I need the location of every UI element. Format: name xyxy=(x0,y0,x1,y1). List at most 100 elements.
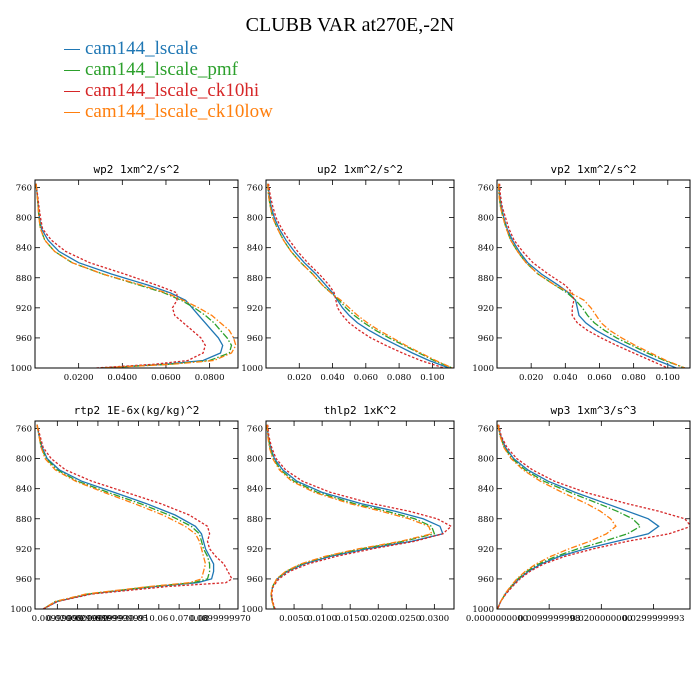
y-tick-label: 1000 xyxy=(241,605,263,615)
y-tick-label: 1000 xyxy=(241,364,263,374)
y-tick-label: 960 xyxy=(16,334,32,344)
y-tick-label: 1000 xyxy=(472,364,494,374)
legend-swatch xyxy=(64,49,80,51)
legend-item: cam144_lscale_ck10low xyxy=(64,101,273,122)
series-line xyxy=(266,424,444,609)
panel-title: up2 1xm^2/s^2 xyxy=(317,163,403,176)
x-tick-label: 0.040 xyxy=(553,373,577,383)
x-tick-label: 0.0600 xyxy=(151,373,181,383)
series-line xyxy=(266,424,436,609)
x-tick-label: 0.0299999993 xyxy=(67,614,129,624)
series-line xyxy=(498,183,677,368)
series-line xyxy=(266,424,433,609)
legend-swatch xyxy=(64,70,80,72)
y-tick-label: 800 xyxy=(478,455,494,465)
y-tick-label: 960 xyxy=(16,575,32,585)
x-tick-label: 0.0200 xyxy=(363,614,393,624)
y-tick-label: 840 xyxy=(247,244,263,254)
y-tick-label: 960 xyxy=(478,334,494,344)
x-tick-label: 0.0100 xyxy=(307,614,337,624)
legend-item: cam144_lscale xyxy=(64,38,273,59)
y-tick-label: 960 xyxy=(247,575,263,585)
y-tick-label: 880 xyxy=(247,274,263,284)
y-tick-label: 840 xyxy=(16,244,32,254)
x-tick-label: 0.020 xyxy=(287,373,311,383)
series-line xyxy=(497,424,690,609)
panel: thlp2 1xK^276080084088092096010000.00500… xyxy=(241,404,455,624)
legend-label: cam144_lscale_pmf xyxy=(85,59,239,80)
y-tick-label: 800 xyxy=(16,455,32,465)
series-line xyxy=(36,424,233,609)
x-tick-label: 0.07 xyxy=(170,614,189,624)
plot-frame xyxy=(34,420,239,610)
x-tick-label: 0.0099999998 xyxy=(518,614,580,624)
legend-label: cam144_lscale xyxy=(85,38,198,59)
y-tick-label: 1000 xyxy=(10,364,32,374)
panel-title: thlp2 1xK^2 xyxy=(324,404,397,417)
x-tick-label: 0.0299999993 xyxy=(622,614,684,624)
series-line xyxy=(498,183,686,368)
x-tick-label: 0.0400 xyxy=(107,373,137,383)
y-tick-label: 920 xyxy=(16,545,32,555)
x-tick-label: 0.100 xyxy=(420,373,444,383)
y-tick-label: 840 xyxy=(247,485,263,495)
plot-frame xyxy=(265,179,455,369)
plot-frame xyxy=(496,420,691,610)
y-tick-label: 1000 xyxy=(10,605,32,615)
legend-item: cam144_lscale_ck10hi xyxy=(64,80,273,101)
x-tick-label: 0.0000000000 xyxy=(466,614,528,624)
panel: vp2 1xm^2/s^2 760 800 840 880 920 960 1000 0.020… xyxy=(472,163,691,383)
y-tick-label: 760 xyxy=(247,425,263,435)
legend-label: cam144_lscale_ck10hi xyxy=(85,80,260,101)
y-tick-label: 920 xyxy=(247,304,263,314)
y-tick-label: 960 xyxy=(247,334,263,344)
panel: wp2 1xm^2/s^2 760 800 840 880 920 960 1000 0.020… xyxy=(10,163,239,383)
x-tick-label: 0.0800 xyxy=(195,373,225,383)
y-tick-label: 800 xyxy=(16,214,32,224)
plot-frame xyxy=(265,420,455,610)
x-tick-label: 0.0200000000 xyxy=(570,614,632,624)
panel-title: rtp2 1E-6x(kg/kg)^2 xyxy=(74,404,200,417)
panel: rtp2 1E-6x(kg/kg)^2 760 800 840 880 920 960 100… xyxy=(10,404,250,624)
series-line xyxy=(35,183,224,368)
series-line xyxy=(36,424,211,609)
series-line xyxy=(35,183,237,368)
x-tick-label: 0.0050 xyxy=(279,614,309,624)
x-tick-label: 0.100 xyxy=(656,373,680,383)
x-tick-label: 0.08 xyxy=(190,614,209,624)
panel: up2 1xm^2/s^2 760 800 840 880 920 960 1000 0.020… xyxy=(241,163,455,383)
x-tick-label: 0.060 xyxy=(587,373,611,383)
figure-title: CLUBB VAR at270E,-2N xyxy=(245,14,455,36)
series-line xyxy=(497,424,642,609)
legend: cam144_lscale cam144_lscale_pmf cam144_l… xyxy=(64,38,273,122)
y-tick-label: 920 xyxy=(247,545,263,555)
x-tick-label: 0.0399999991 xyxy=(87,614,149,624)
y-tick-label: 760 xyxy=(16,425,32,435)
series-line xyxy=(267,183,450,368)
y-tick-label: 880 xyxy=(247,515,263,525)
series-line xyxy=(497,424,660,609)
series-line xyxy=(267,424,453,609)
legend-swatch xyxy=(64,112,80,114)
y-tick-label: 840 xyxy=(16,485,32,495)
x-tick-label: 0.080 xyxy=(387,373,411,383)
x-tick-label: 0.00999999 xyxy=(32,614,83,624)
y-tick-label: 880 xyxy=(478,274,494,284)
y-tick-label: 1000 xyxy=(472,605,494,615)
y-tick-label: 760 xyxy=(16,184,32,194)
series-line xyxy=(267,183,445,368)
y-tick-label: 760 xyxy=(478,425,494,435)
series-line xyxy=(498,183,669,368)
x-tick-label: 0.0250 xyxy=(391,614,421,624)
panel-title: wp2 1xm^2/s^2 xyxy=(93,163,179,176)
series-line xyxy=(36,424,207,609)
x-tick-label: 0.080 xyxy=(621,373,645,383)
y-tick-label: 760 xyxy=(478,184,494,194)
series-line xyxy=(36,424,215,609)
series-line xyxy=(267,183,453,368)
panel-title: wp3 1xm^3/s^3 xyxy=(550,404,636,417)
y-tick-label: 920 xyxy=(478,304,494,314)
x-tick-label: 0.0899999970 xyxy=(189,614,251,624)
y-tick-label: 760 xyxy=(247,184,263,194)
